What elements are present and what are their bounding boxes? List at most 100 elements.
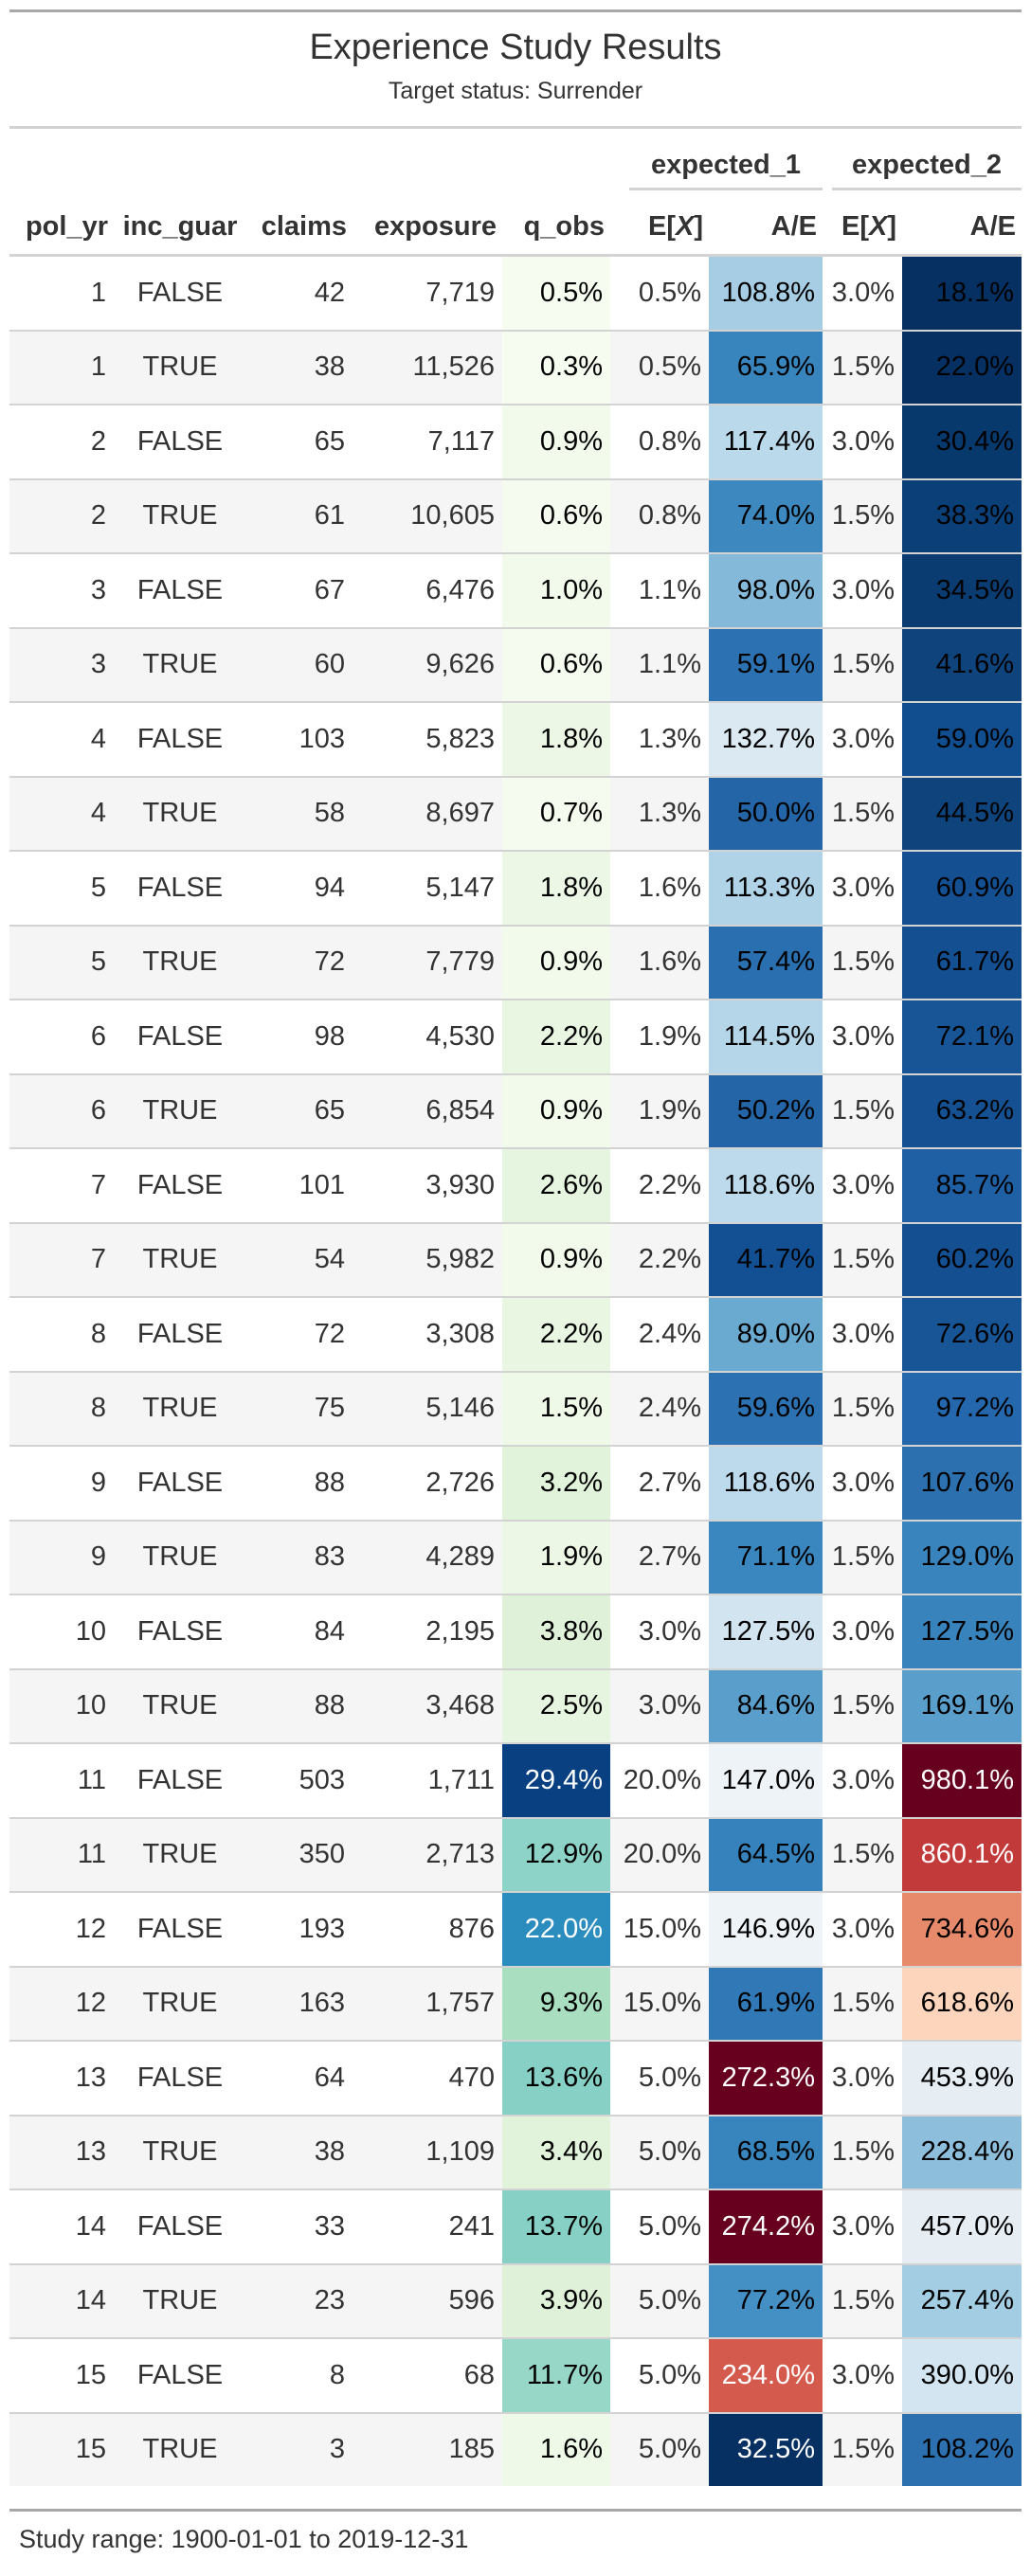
cell-expected-2-ae: 34.5%: [902, 552, 1022, 628]
table-row: 12 FALSE 193 876 22.0% 15.0% 146.9% 3.0% 734.6%: [9, 1891, 1022, 1967]
spanner-expected-2: expected_2: [852, 150, 1002, 180]
cell-expected-2-ex: 1.5%: [823, 1370, 902, 1446]
cell-inc-guar: FALSE: [114, 254, 246, 331]
cell-q-obs: 9.3%: [502, 1965, 610, 2041]
table-row: 7 TRUE 54 5,982 0.9% 2.2% 41.7% 1.5% 60.2%: [9, 1221, 1022, 1297]
cell-expected-2-ae: 453.9%: [902, 2040, 1022, 2116]
cell-exposure: 5,823: [353, 701, 502, 777]
ex-prefix: E[: [647, 210, 676, 242]
cell-expected-1-ex: 5.0%: [610, 2411, 709, 2486]
cell-expected-2-ae: 61.7%: [902, 924, 1022, 1000]
cell-pol-yr: 14: [9, 2189, 114, 2264]
cell-expected-2-ae: 41.6%: [902, 626, 1022, 702]
table-row: 11 FALSE 503 1,711 29.4% 20.0% 147.0% 3.0% 980.1…: [9, 1742, 1022, 1818]
cell-expected-2-ae: 59.0%: [902, 701, 1022, 777]
cell-expected-1-ae: 84.6%: [709, 1667, 823, 1743]
cell-expected-2-ae: 107.6%: [902, 1445, 1022, 1521]
cell-expected-2-ex: 1.5%: [823, 775, 902, 851]
cell-expected-1-ae: 118.6%: [709, 1147, 823, 1223]
cell-exposure: 5,982: [353, 1221, 502, 1297]
cell-expected-1-ex: 2.4%: [610, 1370, 709, 1446]
cell-pol-yr: 6: [9, 999, 114, 1074]
cell-expected-2-ae: 44.5%: [902, 775, 1022, 851]
cell-expected-2-ex: 3.0%: [823, 254, 902, 331]
cell-inc-guar: FALSE: [114, 552, 246, 628]
header-expected-2-ae: A/E: [902, 199, 1022, 257]
cell-expected-2-ex: 1.5%: [823, 626, 902, 702]
cell-expected-1-ex: 2.4%: [610, 1296, 709, 1372]
cell-claims: 94: [246, 850, 353, 926]
cell-q-obs: 13.6%: [502, 2040, 610, 2116]
cell-expected-2-ae: 108.2%: [902, 2411, 1022, 2486]
cell-exposure: 8,697: [353, 775, 502, 851]
cell-inc-guar: TRUE: [114, 2411, 246, 2486]
cell-expected-2-ex: 1.5%: [823, 1221, 902, 1297]
cell-expected-2-ae: 860.1%: [902, 1816, 1022, 1892]
cell-expected-1-ae: 117.4%: [709, 404, 823, 479]
cell-q-obs: 29.4%: [502, 1742, 610, 1818]
cell-inc-guar: FALSE: [114, 1891, 246, 1967]
ex-prefix: E[: [841, 210, 869, 242]
cell-q-obs: 1.0%: [502, 552, 610, 628]
cell-exposure: 5,146: [353, 1370, 502, 1446]
cell-expected-1-ae: 41.7%: [709, 1221, 823, 1297]
cell-q-obs: 3.4%: [502, 2114, 610, 2189]
cell-exposure: 4,289: [353, 1519, 502, 1594]
cell-q-obs: 0.6%: [502, 477, 610, 553]
cell-exposure: 7,719: [353, 254, 502, 331]
table-title: Experience Study Results: [309, 27, 722, 67]
cell-expected-1-ex: 0.8%: [610, 404, 709, 479]
cell-expected-1-ex: 1.1%: [610, 552, 709, 628]
cell-exposure: 1,109: [353, 2114, 502, 2189]
header-row: pol_yr inc_guar claims exposure q_obs E[…: [9, 199, 1022, 257]
cell-expected-2-ae: 228.4%: [902, 2114, 1022, 2189]
cell-claims: 72: [246, 924, 353, 1000]
cell-expected-1-ex: 20.0%: [610, 1816, 709, 1892]
cell-expected-2-ex: 3.0%: [823, 2040, 902, 2116]
cell-inc-guar: TRUE: [114, 1816, 246, 1892]
cell-pol-yr: 3: [9, 552, 114, 628]
cell-expected-1-ex: 1.9%: [610, 1072, 709, 1148]
cell-pol-yr: 1: [9, 329, 114, 405]
cell-exposure: 11,526: [353, 329, 502, 405]
source-note: Study range: 1900-01-01 to 2019-12-31: [19, 2525, 469, 2553]
cell-inc-guar: FALSE: [114, 2040, 246, 2116]
cell-expected-1-ex: 20.0%: [610, 1742, 709, 1818]
table-row: 1 FALSE 42 7,719 0.5% 0.5% 108.8% 3.0% 18.1%: [9, 254, 1022, 331]
cell-expected-2-ex: 3.0%: [823, 1742, 902, 1818]
cell-exposure: 876: [353, 1891, 502, 1967]
cell-expected-2-ex: 1.5%: [823, 1667, 902, 1743]
cell-exposure: 185: [353, 2411, 502, 2486]
cell-claims: 88: [246, 1445, 353, 1521]
table-row: 3 FALSE 67 6,476 1.0% 1.1% 98.0% 3.0% 34.5%: [9, 552, 1022, 628]
cell-expected-1-ex: 1.6%: [610, 850, 709, 926]
cell-q-obs: 2.2%: [502, 1296, 610, 1372]
cell-expected-2-ex: 1.5%: [823, 1519, 902, 1594]
cell-exposure: 6,854: [353, 1072, 502, 1148]
cell-expected-1-ae: 61.9%: [709, 1965, 823, 2041]
cell-expected-2-ae: 97.2%: [902, 1370, 1022, 1446]
cell-claims: 3: [246, 2411, 353, 2486]
cell-expected-1-ex: 2.2%: [610, 1147, 709, 1223]
spanner-expected-1-rule: [629, 188, 823, 190]
cell-expected-2-ex: 3.0%: [823, 1445, 902, 1521]
cell-pol-yr: 14: [9, 2262, 114, 2338]
cell-expected-2-ae: 390.0%: [902, 2337, 1022, 2413]
cell-pol-yr: 5: [9, 850, 114, 926]
cell-claims: 65: [246, 404, 353, 479]
table-row: 14 FALSE 33 241 13.7% 5.0% 274.2% 3.0% 457.0%: [9, 2189, 1022, 2264]
cell-q-obs: 0.9%: [502, 924, 610, 1000]
cell-pol-yr: 8: [9, 1296, 114, 1372]
cell-inc-guar: FALSE: [114, 850, 246, 926]
cell-pol-yr: 6: [9, 1072, 114, 1148]
table-body: 1 FALSE 42 7,719 0.5% 0.5% 108.8% 3.0% 18.1% 1 TRU…: [9, 254, 1022, 2486]
cell-inc-guar: FALSE: [114, 2337, 246, 2413]
cell-q-obs: 1.6%: [502, 2411, 610, 2486]
cell-q-obs: 2.2%: [502, 999, 610, 1074]
cell-claims: 33: [246, 2189, 353, 2264]
cell-exposure: 6,476: [353, 552, 502, 628]
table-row: 7 FALSE 101 3,930 2.6% 2.2% 118.6% 3.0% 85.7%: [9, 1147, 1022, 1223]
cell-inc-guar: FALSE: [114, 701, 246, 777]
cell-exposure: 470: [353, 2040, 502, 2116]
header-exposure: exposure: [353, 199, 502, 257]
